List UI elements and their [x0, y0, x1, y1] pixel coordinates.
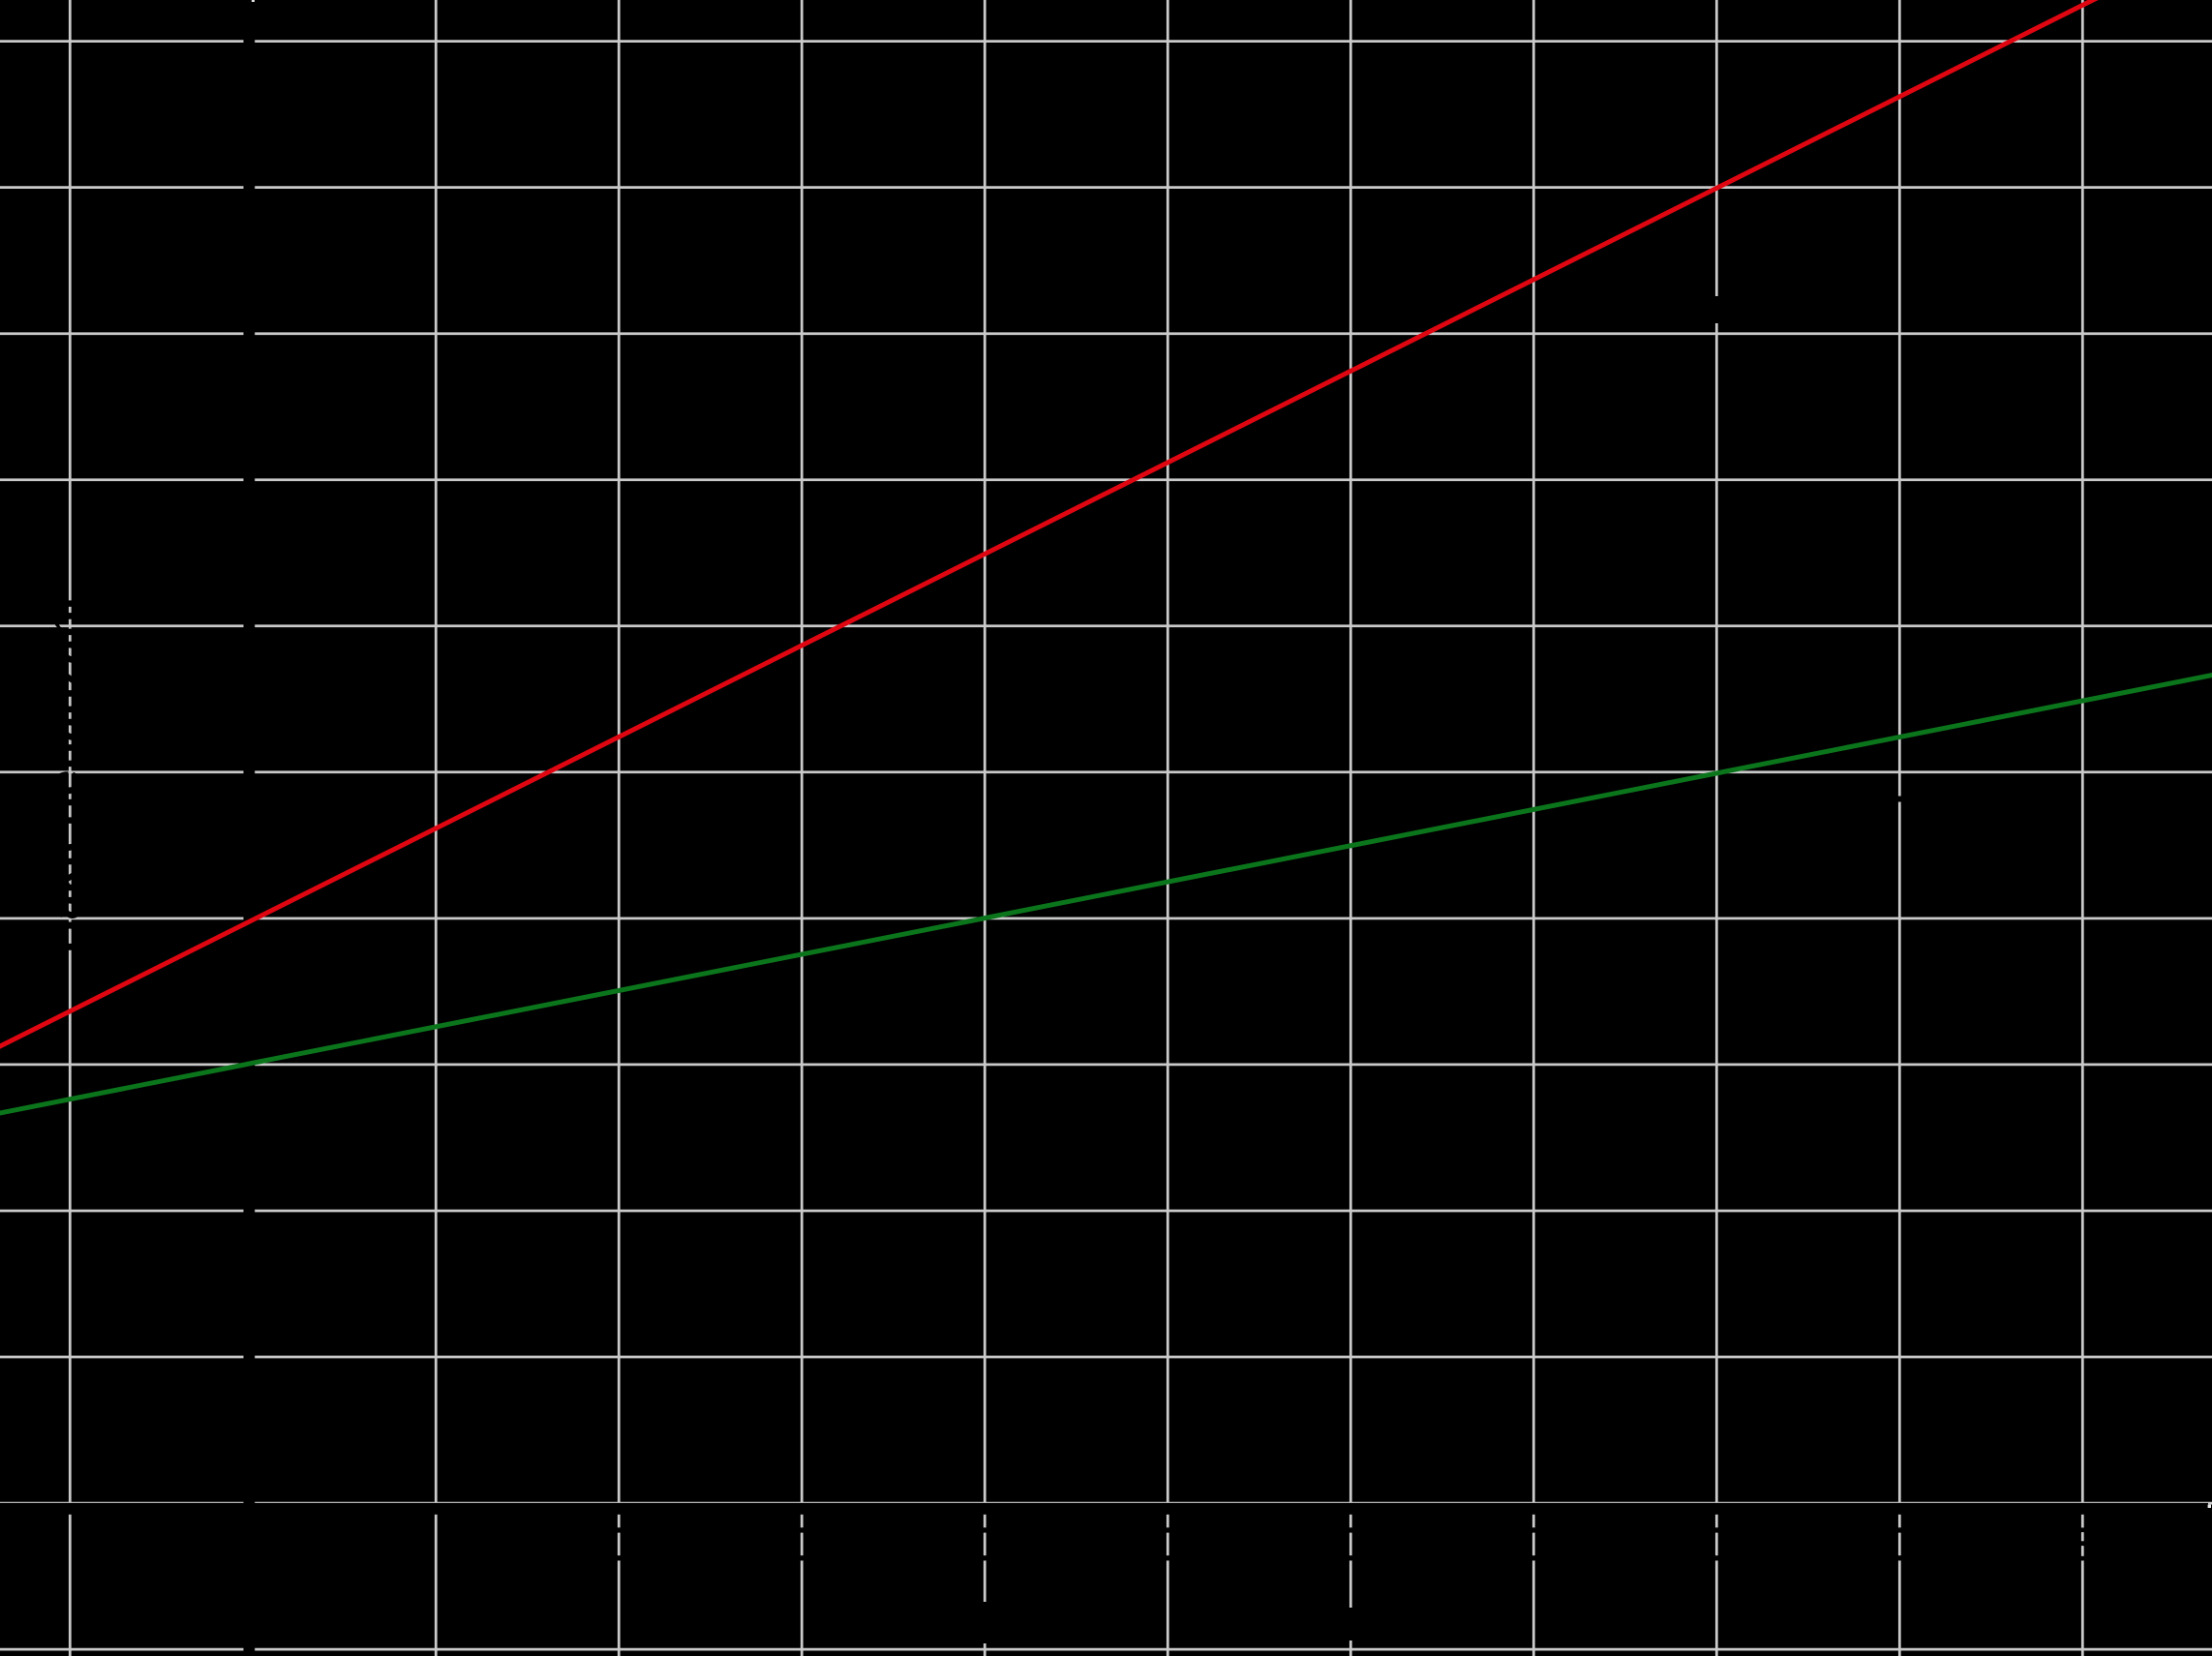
svg-text:0: 0	[1887, 1520, 1913, 1571]
svg-text:0: 0	[1338, 1520, 1364, 1571]
svg-text:0: 0	[972, 1520, 998, 1571]
svg-text:0: 0	[1704, 1520, 1730, 1571]
svg-text:0: 0	[1521, 1520, 1547, 1571]
svg-text:0: 0	[1155, 1520, 1181, 1571]
svg-text:Bakterienanzahl: Bakterienanzahl	[39, 597, 90, 953]
svg-text:0: 0	[606, 1520, 632, 1571]
svg-text:8: 8	[2070, 1520, 2096, 1571]
svg-text:0: 0	[789, 1520, 815, 1571]
